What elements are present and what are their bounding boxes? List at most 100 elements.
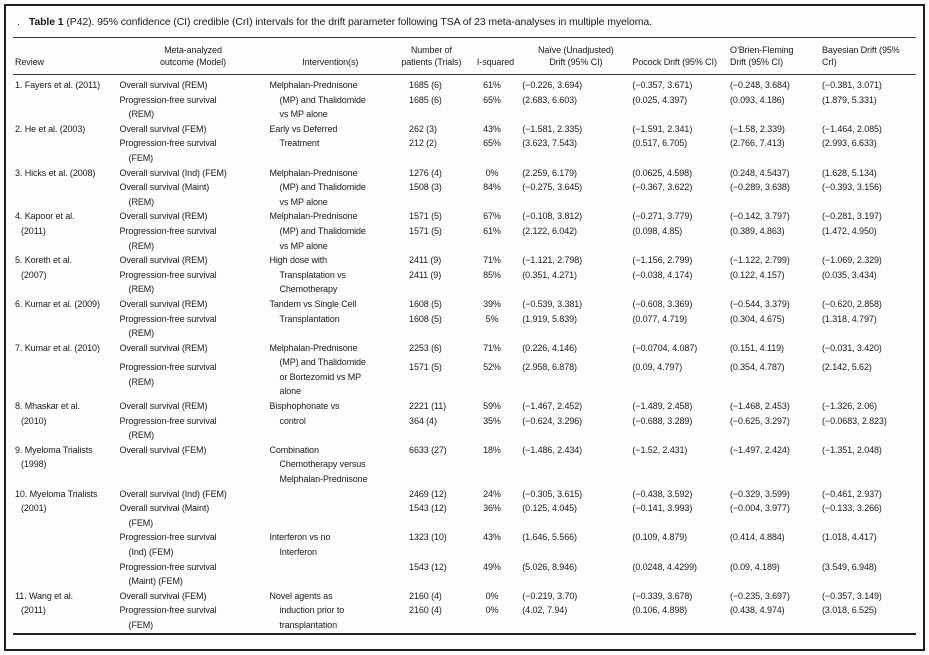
naive-drift-ci-cell: (−0.108, 3.812) [522,211,583,222]
outcome-cell: Progression-free survival (REM) [119,313,217,339]
naive-drift-ci-cell: (4.02, 7.94) [522,605,568,616]
i-squared-cell: 49% [483,561,501,572]
pocock-drift-ci-cell: (0.0625, 4.598) [632,167,692,178]
obrien-fleming-drift-ci-cell: (0.151, 4.119) [729,342,784,353]
outcome-cell: Overall survival (REM) [119,342,208,353]
intervention-cell: Melphalan-Prednisone (MP) and Thalidomid… [269,80,366,120]
patients-count-cell: 2160 (4) [409,605,442,616]
table-row: Progression-free survival (FEM) 212 (2) 65… [13,136,916,165]
i-squared-cell: 85% [483,269,501,280]
obrien-fleming-drift-ci-cell: (−0.235, 3.697) [729,590,790,601]
naive-drift-ci-cell: (−0.624, 3.296) [522,415,583,426]
patients-count-cell: 262 (3) [409,123,437,134]
pocock-drift-ci-cell: (−0.339, 3.678) [632,590,693,601]
i-squared-cell: 65% [483,138,501,149]
table-header: Review Meta-analyzed outcome (Model) Inter… [13,38,916,75]
table-row: Progression-free survival (Ind) (FEM) Int… [13,530,916,559]
column-header-bayes: Bayesian Drift (95% CrI) [822,38,916,75]
obrien-fleming-drift-ci-cell: (0.248, 4.5437) [729,167,790,178]
i-squared-cell: 61% [483,225,501,236]
outcome-cell: Progression-free survival (FEM) [119,138,217,163]
table-row: 10. Myeloma Trialists (2001) Overall surv… [13,487,916,514]
naive-drift-ci-cell: (2.958, 6.878) [522,362,577,373]
obrien-fleming-drift-ci-cell: (−0.625, 3.297) [729,415,790,426]
table-row: 4. Kapoor et al. (2011) Overall survival … [13,209,916,250]
naive-drift-ci-cell: (−0.305, 3.615) [522,488,583,499]
obrien-fleming-drift-ci-cell: (2.766, 7.413) [729,138,785,149]
patients-count-cell: 1323 (10) [409,532,447,543]
column-header-intervention: Intervention(s) [269,38,395,75]
obrien-fleming-drift-ci-cell: (−0.289, 3.638) [729,182,790,193]
table-row: 5. Koreth et al. (2007) Overall survival … [13,253,916,294]
i-squared-cell: 18% [483,444,501,455]
table-row: 8. Mhaskar et al. (2010) Overall survival… [13,399,916,426]
table-row: Progression-free survival (REM) 2411 (9) 8… [13,268,916,297]
intervention-cell: Novel agents as induction prior to trans… [269,590,345,630]
column-header-review: Review [13,38,120,75]
bayesian-drift-cri-cell: (−0.031, 3.420) [822,342,882,353]
naive-drift-ci-cell: (2.683, 6.603) [522,94,577,105]
outcome-cell: Progression-free survival (FEM) [119,605,217,630]
pocock-drift-ci-cell: (−1.156, 2.799) [632,255,693,266]
intervention-cell: Melphalan-Prednisone (MP) and Thalidomid… [269,211,366,251]
intervention-cell: Combination Chemotherapy versus Melphala… [269,444,368,485]
outcome-cell: Overall survival (REM) [119,255,208,266]
naive-drift-ci-cell: (−0.275, 3.645) [522,182,583,193]
pocock-drift-ci-cell: (−0.608, 3.369) [632,298,693,309]
table-row: 11. Wang et al. (2011) Overall survival (… [13,589,916,630]
patients-count-cell: 1543 (12) [409,503,447,514]
table-row: 7. Kumar et al. (2010) Overall survival (… [13,341,916,397]
outcome-cell: Progression-free survival (REM) [119,269,217,295]
pocock-drift-ci-cell: (0.025, 4.397) [632,94,688,105]
obrien-fleming-drift-ci-cell: (0.122, 4.157) [729,269,785,280]
bayesian-drift-cri-cell: (−1.351, 2.048) [822,444,882,455]
naive-drift-ci-cell: (−0.539, 3.381) [522,298,583,309]
intervention-cell: Interferon vs no Interferon [269,532,331,557]
i-squared-cell: 43% [483,123,501,134]
patients-count-cell: 2411 (9) [409,269,442,280]
i-squared-cell: 71% [483,342,501,353]
patients-count-cell: 2160 (4) [409,590,442,601]
bayesian-drift-cri-cell: (1.472, 4.950) [822,225,877,236]
obrien-fleming-drift-ci-cell: (0.304, 4.675) [729,313,785,324]
patients-count-cell: 2469 (12) [409,488,447,499]
outcome-cell: Overall survival (Ind) (FEM) [119,488,227,499]
naive-drift-ci-cell: (2.259, 6.179) [522,167,577,178]
column-header-naive: Naïve (Unadjusted) Drift (95% CI) [522,38,633,75]
obrien-fleming-drift-ci-cell: (0.093, 4.186) [729,94,785,105]
patients-count-cell: 1608 (5) [409,298,442,309]
pocock-drift-ci-cell: (−0.367, 3.622) [632,182,693,193]
i-squared-cell: 61% [483,80,501,90]
outcome-cell: Overall survival (REM) [119,80,208,90]
naive-drift-ci-cell: (3.623, 7.543) [522,138,577,149]
obrien-fleming-drift-ci-cell: (−0.142, 3.797) [729,211,790,222]
table-row: 3. Hicks et al. (2008) Overall survival (… [13,166,916,207]
bayesian-drift-cri-cell: (0.035, 3.434) [822,269,877,280]
i-squared-cell: 0% [485,605,499,616]
caption-table-number: Table 1 [28,16,64,28]
obrien-fleming-drift-ci-cell: (−0.544, 3.379) [729,298,790,309]
table-row: Overall survival (Maint) (REM) 1508 (3) 84… [13,180,916,209]
intervention-cell: High dose with Transplatation vs Chemoth… [269,255,346,295]
outcome-cell: Overall survival (FEM) [119,590,207,601]
bayesian-drift-cri-cell: (1.018, 4.417) [822,532,877,543]
review-cell: 5. Koreth et al. (2007) [15,255,72,280]
bayesian-drift-cri-cell: (−0.0683, 2.823) [822,415,887,426]
table-row: Progression-free survival (REM) 1685 (6) 6… [13,93,916,122]
caption-text: (P42). 95% confidence (CI) credible (CrI… [63,16,652,28]
column-header-obf: O’Brien-Fleming Drift (95% CI) [729,38,823,75]
outcome-cell: Overall survival (REM) [119,298,208,309]
review-cell: 6. Kumar et al. (2009) [15,298,100,309]
naive-drift-ci-cell: (−1.121, 2.798) [522,255,583,266]
review-cell: 9. Myeloma Trialists (1998) [15,444,93,470]
review-cell: 1. Fayers et al. (2011) [15,80,101,90]
obrien-fleming-drift-ci-cell: (0.354, 4.787) [729,362,785,373]
meta-analyses-table: Review Meta-analyzed outcome (Model) Inter… [13,38,916,635]
table-row: Progression-free survival (REM) 1608 (5) 5… [13,312,916,341]
pocock-drift-ci-cell: (−0.141, 3.993) [632,503,693,514]
bayesian-drift-cri-cell: (−0.133, 3.266) [822,503,882,514]
bayesian-drift-cri-cell: (1.628, 5.134) [822,167,877,178]
column-header-outcome: Meta-analyzed outcome (Model) [119,38,270,75]
bayesian-drift-cri-cell: (−0.281, 3.197) [822,211,882,222]
